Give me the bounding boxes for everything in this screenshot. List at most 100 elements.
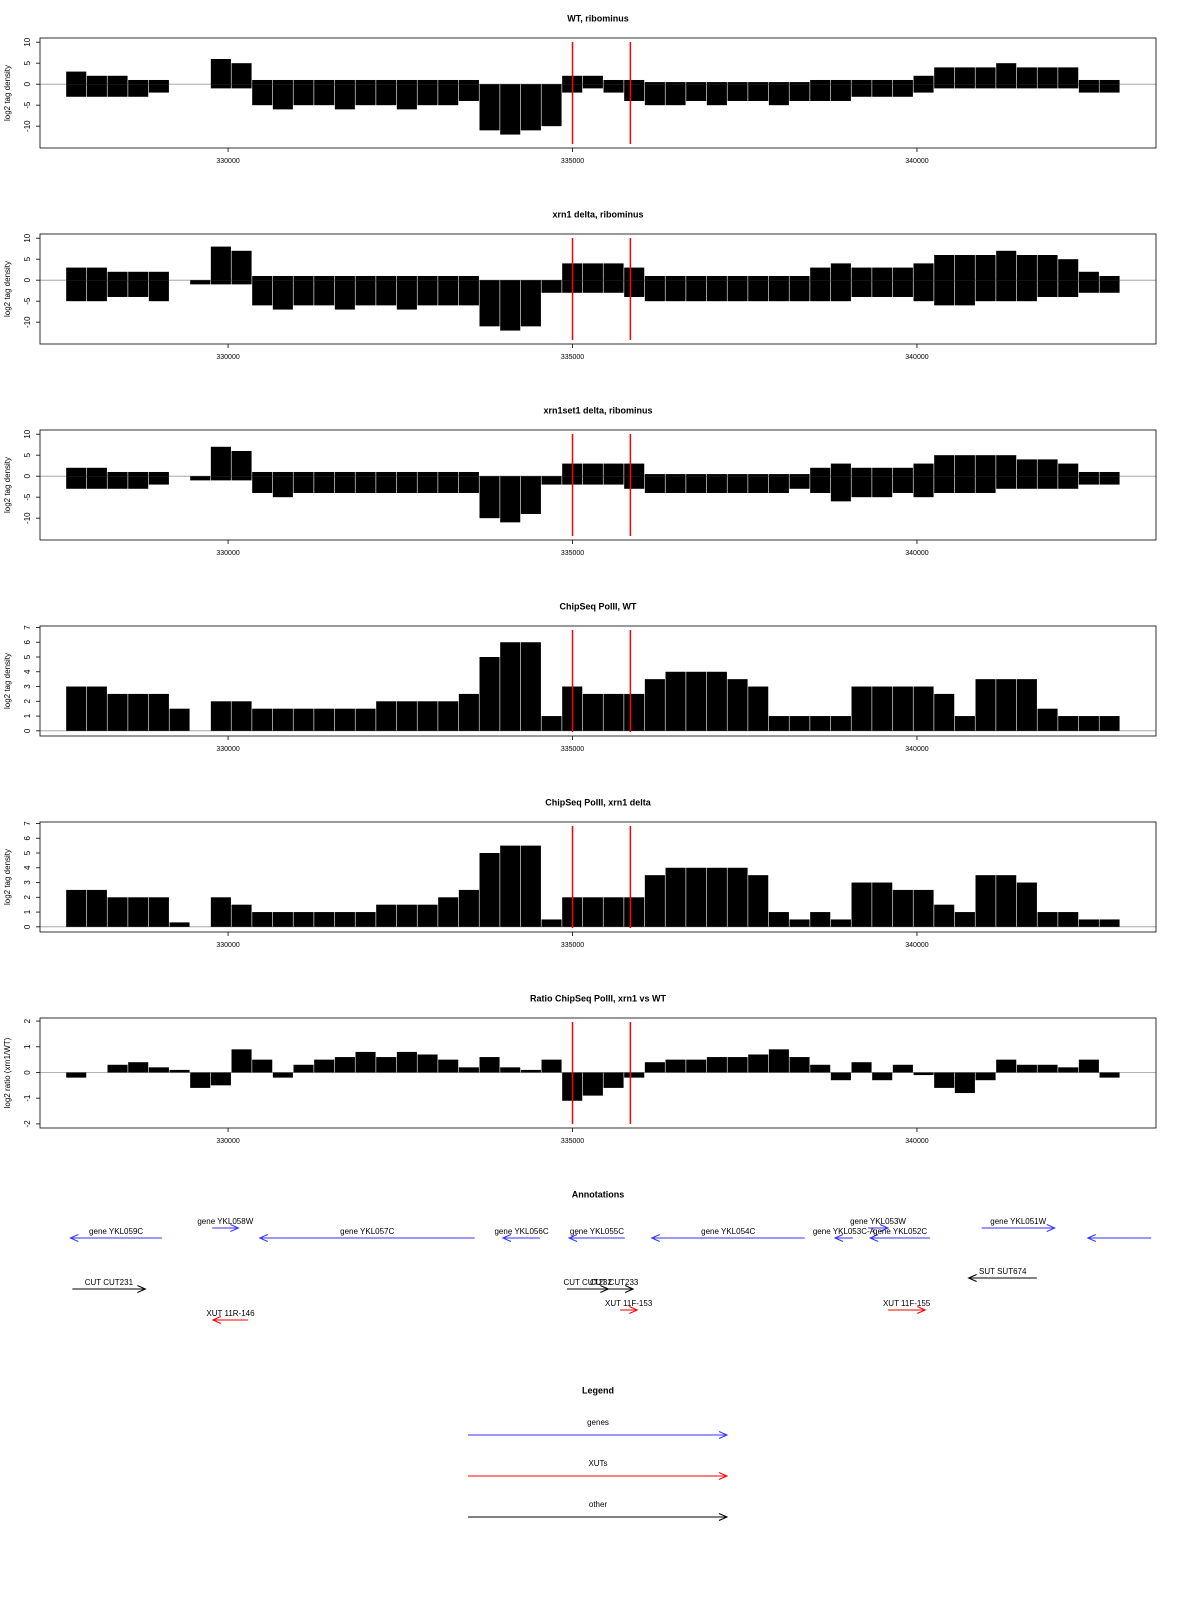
y-tick-label: 5 [23,256,32,261]
bar [686,84,707,101]
x-tick-label: 340000 [905,354,928,361]
bar [954,67,975,85]
bar [417,701,438,731]
y-tick-label: 2 [23,895,32,900]
y-tick-label: 10 [23,233,32,242]
bar [376,701,397,731]
bar [789,716,810,731]
feature-arrow-head [833,1234,844,1242]
bar [810,716,831,731]
x-tick-label: 335000 [561,942,584,949]
bar [913,889,934,927]
x-tick-label: 335000 [561,158,584,165]
bar [748,875,769,927]
bar [334,708,355,731]
bar [851,267,872,281]
x-tick-label: 335000 [561,1138,584,1145]
bar [252,84,273,106]
bar [272,1072,293,1078]
bar [438,1059,459,1073]
y-tick-label: -5 [23,297,32,305]
bar [1058,259,1079,281]
bar [334,471,355,477]
bar [66,267,87,281]
bar [582,263,603,281]
bar [314,476,335,493]
y-tick-label: -10 [23,316,32,328]
plot-frame [39,1017,1157,1129]
bar [934,67,955,85]
bar [272,708,293,731]
bar [86,476,107,489]
bar [913,463,934,477]
feature-label: gene YKL056C [494,1227,548,1236]
bar [686,280,707,302]
bar [727,1057,748,1073]
bar [128,280,149,297]
bar [231,250,252,281]
x-tick-label: 330000 [216,942,239,949]
bar [396,904,417,927]
bar [520,84,541,131]
bar [1037,1064,1058,1073]
bar [128,271,149,281]
bar [789,474,810,477]
plot-frame [39,429,1157,541]
bar [86,889,107,927]
bar [107,693,128,731]
bar [86,84,107,97]
bar [975,455,996,477]
bar [706,1057,727,1073]
bar [644,280,665,302]
bar [314,275,335,281]
bar [810,267,831,281]
bar [1099,275,1120,281]
bar [665,867,686,927]
bar [789,1057,810,1073]
bar [872,476,893,498]
bar [727,84,748,101]
bar [252,79,273,85]
bar [355,476,376,493]
bar [872,467,893,477]
bar [272,84,293,110]
bar [210,280,231,285]
bar [830,1072,851,1081]
y-tick-label: 0 [23,728,32,733]
bar [789,84,810,101]
bar [1037,67,1058,85]
bar [396,471,417,477]
y-tick-label: 1 [23,713,32,718]
bar [86,267,107,281]
bar [107,84,128,97]
bar [934,904,955,927]
bar [107,271,128,281]
bar [396,79,417,85]
bar [603,79,624,85]
bar [417,904,438,927]
y-tick-label: 5 [23,850,32,855]
bar [582,280,603,293]
bar [210,476,231,481]
bar [148,693,169,731]
y-tick-label: -2 [23,1120,32,1128]
bar [376,280,397,306]
bar [355,84,376,106]
bar [128,79,149,85]
bar [355,708,376,731]
bar [954,280,975,306]
bar [1016,280,1037,302]
bar [1037,459,1058,477]
bar [727,867,748,927]
bar [479,476,500,519]
feature-label: gene YKL053W [850,1217,906,1226]
feature-arrow-head [69,1234,79,1242]
bar [314,84,335,106]
bar [851,280,872,297]
bar [996,875,1017,927]
bar [355,280,376,306]
bar [913,280,934,302]
bar [727,275,748,281]
bar [644,82,665,85]
